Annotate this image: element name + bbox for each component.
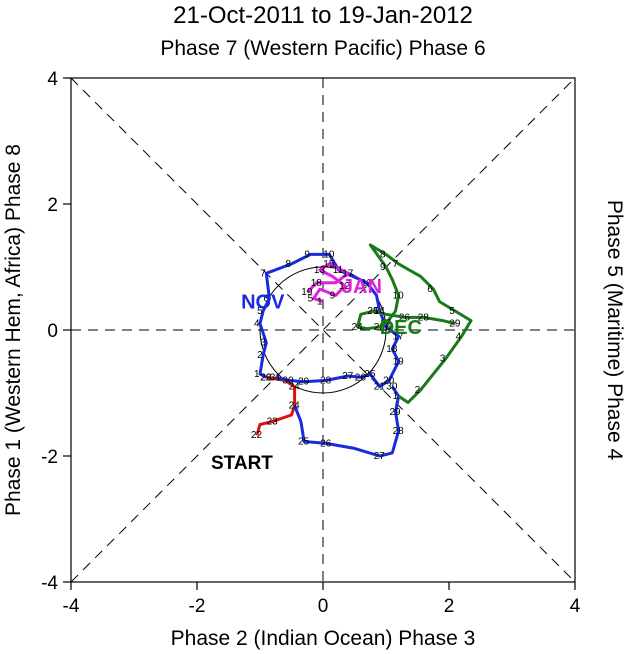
top-axis-label: Phase 7 (Western Pacific) Phase 6	[160, 37, 485, 60]
day-label: 24	[352, 322, 364, 333]
day-label: 30	[386, 382, 398, 393]
day-label: 4	[456, 331, 462, 342]
day-label: 10	[323, 249, 335, 260]
day-label: 18	[386, 344, 398, 355]
day-label: 24	[289, 401, 301, 412]
day-label: 25	[298, 437, 310, 448]
phase-divider-lines	[70, 77, 576, 583]
day-label: 21	[374, 382, 386, 393]
day-label: 29	[449, 319, 461, 330]
day-label: 2	[257, 350, 263, 361]
day-label: 17	[393, 331, 405, 342]
day-label: 27	[342, 371, 354, 382]
day-label: 28	[320, 375, 332, 386]
day-label: 25	[364, 369, 376, 380]
day-label: 5	[308, 294, 314, 305]
day-label: 28	[393, 426, 405, 437]
right-axis-label: Phase 5 (Maritime) Phase 4	[603, 200, 626, 461]
day-label: 7	[260, 268, 266, 279]
day-label: 20	[383, 375, 395, 386]
day-label: 19	[393, 357, 405, 368]
day-label: 18	[311, 278, 323, 289]
x-tick-labels: -4 -2 0 2 4	[63, 596, 581, 617]
y-tick-label: 0	[47, 321, 58, 342]
day-label: 1	[254, 369, 260, 380]
day-label: 28	[418, 312, 430, 323]
x-tick-label: -2	[189, 596, 206, 617]
chart-title: 21-Oct-2011 to 19-Jan-2012	[173, 2, 473, 29]
day-label: 8	[286, 259, 292, 270]
y-tick-label: -2	[41, 447, 58, 468]
y-tick-label: 2	[47, 195, 58, 216]
day-label: 26	[399, 312, 411, 323]
day-label: 13	[314, 265, 326, 276]
day-label: 19	[301, 287, 313, 298]
x-tick-label: 0	[318, 596, 329, 617]
day-label: 2	[415, 385, 421, 396]
day-label: 8	[380, 249, 386, 260]
day-label: 10	[393, 290, 405, 301]
x-axis-label: Phase 2 (Indian Ocean) Phase 3	[171, 627, 476, 650]
y-tick-label: 4	[47, 69, 58, 90]
day-label: 16	[380, 322, 392, 333]
y-tick-labels: -4 -2 0 2 4	[41, 69, 58, 594]
month-label-nov: NOV	[241, 292, 285, 314]
day-label: 7	[393, 259, 399, 270]
day-label: 17	[342, 268, 354, 279]
day-label: 27	[374, 451, 386, 462]
day-label: 11	[333, 265, 344, 276]
day-label: 13	[361, 278, 373, 289]
day-label: 9	[330, 290, 336, 301]
x-tick-label: -4	[63, 596, 80, 617]
series-line-nov	[258, 252, 401, 389]
day-label: 29	[298, 377, 310, 388]
day-label: 26	[355, 372, 367, 383]
day-label: 25	[367, 306, 379, 317]
series-line-nov-2	[293, 385, 401, 458]
day-label: 1	[393, 391, 399, 402]
day-label: 1	[317, 297, 323, 308]
series-line-dec	[356, 243, 473, 404]
day-label: 14	[374, 306, 386, 317]
series-line-jan	[306, 262, 350, 304]
day-label: 29	[260, 372, 272, 383]
day-label: 4	[254, 319, 260, 330]
day-label: 5	[449, 306, 455, 317]
y-tick-label: -4	[41, 573, 58, 594]
y-axis-label: Phase 1 (Western Hem, Africa) Phase 8	[2, 144, 25, 516]
day-label: 9	[380, 262, 386, 273]
day-label: 3	[260, 338, 266, 349]
month-label-jan: JAN	[342, 276, 382, 298]
day-label: 26	[320, 438, 332, 449]
month-label-dec: DEC	[380, 317, 422, 339]
day-label: 12	[339, 281, 351, 292]
day-label: 23	[374, 322, 386, 333]
day-label: 23	[267, 416, 279, 427]
day-label: 22	[260, 372, 272, 383]
day-label: 24	[289, 382, 301, 393]
day-label: 29	[390, 407, 402, 418]
day-label: 17	[380, 319, 392, 330]
month-labels: NOV DEC JAN	[241, 276, 422, 339]
day-label: 6	[263, 294, 269, 305]
day-label: 15	[323, 259, 335, 270]
day-label: 5	[257, 306, 263, 317]
day-label: 6	[427, 284, 433, 295]
x-tick-label: 2	[444, 596, 455, 617]
start-label: START	[211, 453, 273, 474]
day-label: 9	[304, 249, 310, 260]
x-tick-label: 4	[570, 596, 581, 617]
day-label: 3	[440, 353, 446, 364]
day-label: 30	[282, 375, 294, 386]
day-label: 31	[270, 372, 282, 383]
trajectory-series	[255, 243, 473, 458]
day-label: 22	[251, 430, 263, 441]
tick-marks	[63, 77, 576, 590]
